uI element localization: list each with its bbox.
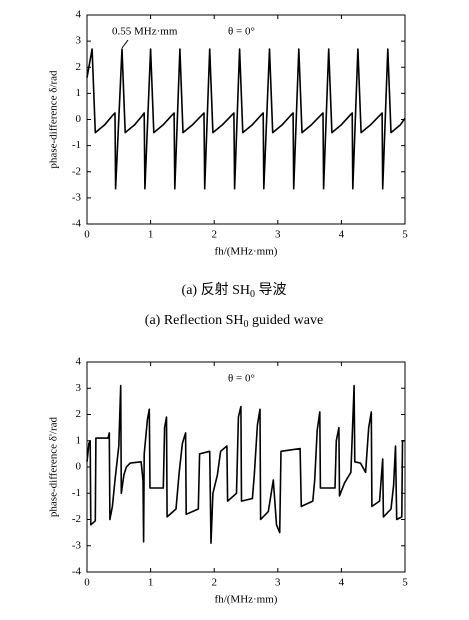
plot-frame [86, 14, 406, 225]
y-tick-label: 1 [76, 87, 82, 99]
caption-subscript: 0 [250, 289, 255, 300]
caption-text: (a) 反射 SH [182, 282, 250, 298]
x-tick-label: 2 [211, 577, 217, 589]
y-axis-label: phase-difference δ/rad [48, 70, 60, 169]
y-tick-label: -3 [72, 539, 82, 551]
x-tick-label: 2 [211, 229, 217, 241]
y-tick-label: -1 [72, 487, 81, 499]
y-tick-label: 0 [76, 113, 82, 125]
caption-cn: (a) 反射 SH0 导波 [182, 282, 287, 300]
caption-en: (a) Reflection SH0 guided wave [145, 313, 323, 330]
y-tick-label: -2 [72, 513, 81, 525]
x-tick-label: 0 [84, 229, 90, 241]
y-tick-label: 1 [76, 434, 82, 446]
y-tick-label: 3 [76, 35, 82, 47]
x-tick-label: 1 [148, 229, 154, 241]
x-tick-label: 0 [84, 577, 90, 589]
caption-text: (a) Reflection SH [145, 313, 244, 328]
y-tick-label: -1 [72, 139, 81, 151]
y-tick-label: -2 [72, 165, 81, 177]
y-tick-label: 2 [76, 61, 82, 73]
caption-text: 导波 [255, 282, 287, 298]
caption-subscript: 0 [244, 319, 249, 330]
annotation: θ = 0° [228, 26, 255, 38]
x-tick-label: 3 [275, 577, 281, 589]
y-tick-label: 4 [76, 356, 82, 368]
y-tick-label: 3 [76, 382, 82, 394]
annotation: 0.55 MHz·mm [112, 26, 178, 38]
y-axis-label: phase-difference δ'/rad [48, 416, 60, 517]
data-line [86, 384, 405, 544]
x-tick-label: 5 [402, 577, 408, 589]
annotation-pointer [121, 39, 129, 49]
x-axis-label: fh/(MHz·mm) [215, 246, 278, 258]
x-tick-label: 1 [148, 577, 154, 589]
data-line [86, 48, 406, 190]
x-tick-label: 3 [275, 229, 281, 241]
plot-frame [86, 361, 406, 573]
x-axis-label: fh/(MHz·mm) [215, 594, 278, 606]
annotation: θ = 0° [228, 373, 255, 385]
y-tick-label: 2 [76, 408, 82, 420]
x-tick-label: 4 [339, 229, 345, 241]
caption-text: guided wave [249, 313, 324, 328]
y-tick-label: 4 [76, 9, 82, 21]
y-tick-label: -3 [72, 191, 82, 203]
y-tick-label: -4 [72, 218, 82, 230]
y-tick-label: -4 [72, 566, 82, 578]
x-tick-label: 4 [339, 577, 345, 589]
x-tick-label: 5 [402, 229, 408, 241]
y-tick-label: 0 [76, 461, 82, 473]
